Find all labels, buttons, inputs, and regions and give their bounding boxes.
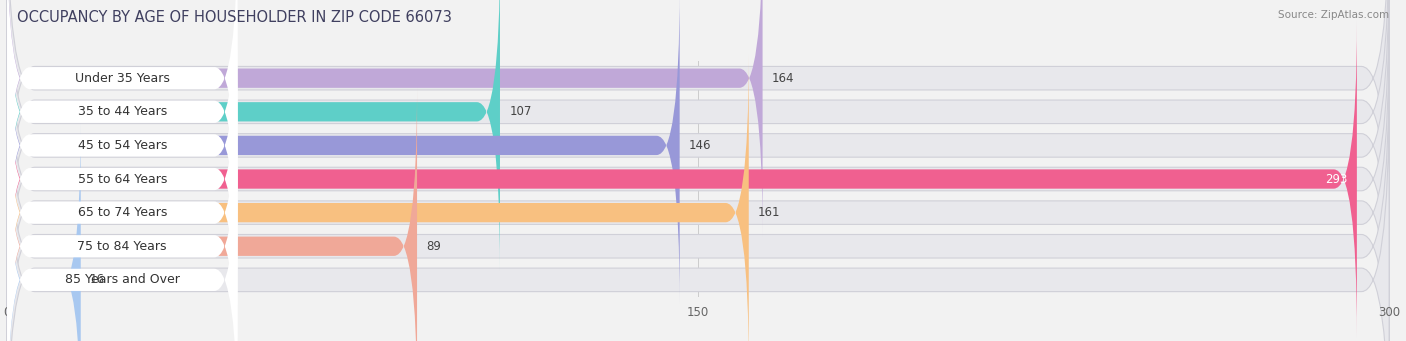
Text: Under 35 Years: Under 35 Years [75, 72, 170, 85]
Text: 107: 107 [509, 105, 531, 118]
Text: 16: 16 [90, 273, 105, 286]
FancyBboxPatch shape [7, 0, 238, 302]
FancyBboxPatch shape [7, 0, 762, 237]
Text: 164: 164 [772, 72, 794, 85]
Text: Source: ZipAtlas.com: Source: ZipAtlas.com [1278, 10, 1389, 20]
FancyBboxPatch shape [7, 0, 1389, 341]
FancyBboxPatch shape [7, 89, 238, 341]
FancyBboxPatch shape [7, 20, 1357, 338]
FancyBboxPatch shape [7, 0, 238, 269]
FancyBboxPatch shape [7, 0, 1389, 302]
FancyBboxPatch shape [7, 23, 1389, 341]
FancyBboxPatch shape [7, 0, 1389, 268]
Text: 161: 161 [758, 206, 780, 219]
Text: 75 to 84 Years: 75 to 84 Years [77, 240, 167, 253]
FancyBboxPatch shape [7, 22, 238, 336]
FancyBboxPatch shape [7, 0, 1389, 335]
FancyBboxPatch shape [7, 0, 679, 304]
FancyBboxPatch shape [7, 0, 501, 270]
FancyBboxPatch shape [7, 123, 238, 341]
FancyBboxPatch shape [7, 0, 238, 235]
FancyBboxPatch shape [7, 56, 238, 341]
FancyBboxPatch shape [7, 88, 418, 341]
Text: 293: 293 [1326, 173, 1348, 186]
Text: 35 to 44 Years: 35 to 44 Years [77, 105, 167, 118]
FancyBboxPatch shape [7, 54, 749, 341]
FancyBboxPatch shape [7, 121, 80, 341]
Text: 55 to 64 Years: 55 to 64 Years [77, 173, 167, 186]
Text: 85 Years and Over: 85 Years and Over [65, 273, 180, 286]
FancyBboxPatch shape [7, 90, 1389, 341]
Text: 146: 146 [689, 139, 711, 152]
Text: 65 to 74 Years: 65 to 74 Years [77, 206, 167, 219]
Text: 89: 89 [426, 240, 441, 253]
FancyBboxPatch shape [7, 56, 1389, 341]
Text: OCCUPANCY BY AGE OF HOUSEHOLDER IN ZIP CODE 66073: OCCUPANCY BY AGE OF HOUSEHOLDER IN ZIP C… [17, 10, 451, 25]
Text: 45 to 54 Years: 45 to 54 Years [77, 139, 167, 152]
